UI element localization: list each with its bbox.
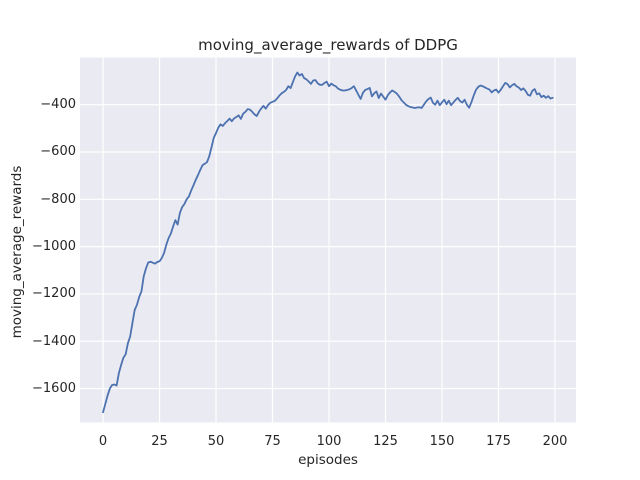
x-tick-label: 100	[316, 434, 342, 449]
data-line	[102, 71, 554, 414]
x-tick-label: 175	[486, 434, 511, 449]
x-tick-label: 0	[98, 434, 108, 449]
y-tick-label: −1200	[32, 286, 76, 302]
x-tick-label: 125	[373, 434, 398, 449]
y-tick-label: −600	[40, 144, 76, 160]
x-tick-label: 50	[207, 434, 225, 449]
y-axis-label: moving_average_rewards	[9, 165, 25, 339]
y-tick-label: −1600	[32, 381, 76, 397]
x-tick-label: 75	[264, 434, 281, 449]
y-tick-label: −400	[40, 97, 76, 113]
x-tick-label: 25	[151, 434, 168, 449]
x-tick-label: 200	[542, 434, 568, 449]
y-tick-label: −1400	[32, 333, 76, 349]
x-axis-label: episodes	[298, 452, 358, 468]
x-tick-label: 150	[429, 434, 455, 449]
y-tick-label: −800	[40, 191, 76, 207]
y-tick-label: −1000	[32, 239, 76, 255]
chart-title: moving_average_rewards of DDPG	[198, 36, 458, 54]
axes-background	[80, 57, 576, 423]
